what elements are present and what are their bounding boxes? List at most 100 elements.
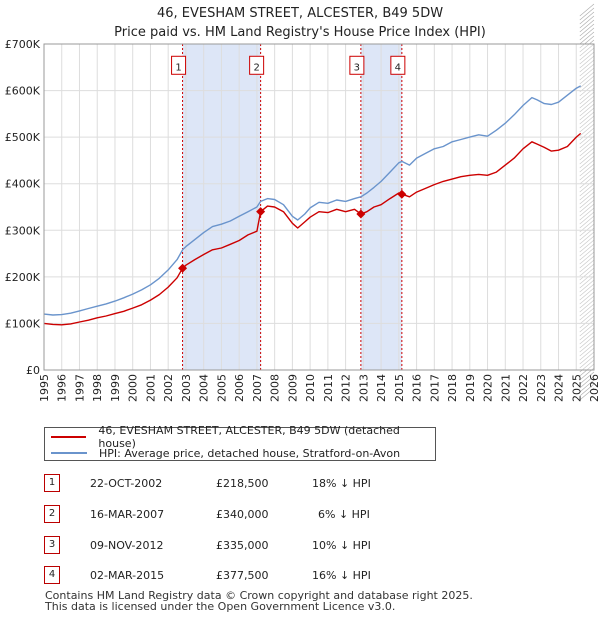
sale-label-text: 1 xyxy=(175,62,181,73)
future-hatch-line xyxy=(579,263,595,277)
future-hatch-line xyxy=(579,295,595,309)
sale-date: 16-MAR-2007 xyxy=(90,508,165,521)
future-hatch-line xyxy=(579,55,595,69)
future-hatch-line xyxy=(579,27,595,41)
x-tick-label: 1997 xyxy=(73,374,86,402)
x-tick-label: 2025 xyxy=(570,374,583,402)
future-hatch-line xyxy=(579,179,595,193)
future-hatch-line xyxy=(579,171,595,185)
future-hatch-line xyxy=(579,163,595,177)
sale-date: 09-NOV-2012 xyxy=(90,539,164,552)
future-hatch-line xyxy=(579,243,595,257)
future-hatch-line xyxy=(579,283,595,297)
future-hatch-line xyxy=(579,115,595,129)
x-tick-label: 1998 xyxy=(91,374,104,402)
x-tick-label: 2007 xyxy=(251,374,264,402)
future-hatch-line xyxy=(579,335,595,349)
x-tick-label: 2019 xyxy=(464,374,477,402)
future-hatch-line xyxy=(579,279,595,293)
x-tick-label: 2011 xyxy=(322,374,335,402)
table-row: 4 02-MAR-2015 £377,500 16% ↓ HPI xyxy=(42,566,442,586)
x-tick-label: 2000 xyxy=(127,374,140,402)
future-hatch-line xyxy=(579,355,595,369)
sale-hpi-diff: 6% ↓ HPI xyxy=(318,508,370,521)
future-hatch-line xyxy=(579,151,595,165)
future-hatch-line xyxy=(579,387,595,401)
future-hatch-line xyxy=(579,167,595,181)
future-hatch-line xyxy=(579,251,595,265)
x-tick-label: 2024 xyxy=(553,374,566,402)
future-hatch-line xyxy=(579,135,595,149)
footer-line-2: This data is licensed under the Open Gov… xyxy=(45,600,396,613)
sale-point xyxy=(178,263,188,273)
future-hatch-line xyxy=(579,343,595,357)
future-hatch-line xyxy=(579,79,595,93)
legend-label-hpi: HPI: Average price, detached house, Stra… xyxy=(99,446,401,460)
y-tick-label: £100K xyxy=(5,317,41,330)
future-hatch-line xyxy=(579,187,595,201)
title-line-1: 46, EVESHAM STREET, ALCESTER, B49 5DW xyxy=(156,6,444,21)
future-hatch-line xyxy=(579,75,595,89)
future-hatch-line xyxy=(579,215,595,229)
x-tick-label: 2006 xyxy=(233,374,246,402)
grid xyxy=(43,43,595,371)
price-chart: 1 2 3 4 £0 £100K £200K £300K £400K £500K £600K £70… xyxy=(5,3,600,402)
table-row: 3 09-NOV-2012 £335,000 10% ↓ HPI xyxy=(42,536,442,556)
x-axis: 1995 1996 1997 1998 1999 2000 2001 2002 2003 2004… xyxy=(38,374,600,402)
footer: Contains HM Land Registry data © Crown c… xyxy=(45,590,473,612)
future-hatch-line xyxy=(579,3,595,17)
sale-date: 02-MAR-2015 xyxy=(90,569,165,582)
sale-hpi-diff: 18% ↓ HPI xyxy=(312,477,371,490)
legend-item-property: 46, EVESHAM STREET, ALCESTER, B49 5DW (d… xyxy=(51,424,435,450)
future-hatch-line xyxy=(579,7,595,21)
sale-point xyxy=(256,207,266,217)
y-tick-label: £500K xyxy=(5,131,41,144)
future-hatch-line xyxy=(579,127,595,141)
y-tick-label: £300K xyxy=(5,224,41,237)
x-tick-label: 2003 xyxy=(180,374,193,402)
x-tick-label: 2016 xyxy=(411,374,424,402)
future-hatch-line xyxy=(579,291,595,305)
future-hatch-line xyxy=(579,91,595,105)
future-hatch-line xyxy=(579,51,595,65)
x-tick-label: 2013 xyxy=(357,374,370,402)
sale-price: £377,500 xyxy=(216,569,269,582)
future-hatch-line xyxy=(579,311,595,325)
x-tick-label: 2020 xyxy=(482,374,495,402)
future-hatch-line xyxy=(579,247,595,261)
x-tick-label: 2010 xyxy=(304,374,317,402)
future-hatch-line xyxy=(579,323,595,337)
future-region xyxy=(579,44,594,370)
x-tick-label: 2017 xyxy=(428,374,441,402)
future-hatch-line xyxy=(579,15,595,29)
future-hatch-line xyxy=(579,211,595,225)
y-tick-label: £400K xyxy=(5,178,41,191)
sale-number-badge: 4 xyxy=(44,566,60,584)
sale-price: £340,000 xyxy=(216,508,269,521)
future-hatch-line xyxy=(579,203,595,217)
sale-labels: 1 2 3 4 xyxy=(171,55,406,75)
legend-item-hpi: HPI: Average price, detached house, Stra… xyxy=(51,445,400,461)
future-hatch-line xyxy=(579,339,595,353)
future-hatch-line xyxy=(579,87,595,101)
future-hatch-line xyxy=(579,143,595,157)
future-hatch-line xyxy=(579,183,595,197)
sale-label-box xyxy=(249,55,265,75)
x-tick-label: 2015 xyxy=(393,374,406,402)
future-hatch-line xyxy=(579,351,595,365)
x-tick-label: 2023 xyxy=(535,374,548,402)
future-hatch-line xyxy=(579,299,595,313)
x-tick-label: 2009 xyxy=(286,374,299,402)
x-tick-label: 2008 xyxy=(269,374,282,402)
sale-label-box xyxy=(390,55,406,75)
future-hatch-line xyxy=(579,303,595,317)
future-hatch-line xyxy=(579,139,595,153)
sale-label-text: 2 xyxy=(253,62,259,73)
legend-swatch-hpi xyxy=(51,452,87,454)
future-hatch-line xyxy=(579,231,595,245)
x-tick-label: 2001 xyxy=(144,374,157,402)
future-hatch-line xyxy=(579,271,595,285)
future-hatch-line xyxy=(579,39,595,53)
future-hatch-line xyxy=(579,175,595,189)
legend-label-property: 46, EVESHAM STREET, ALCESTER, B49 5DW (d… xyxy=(98,424,400,450)
